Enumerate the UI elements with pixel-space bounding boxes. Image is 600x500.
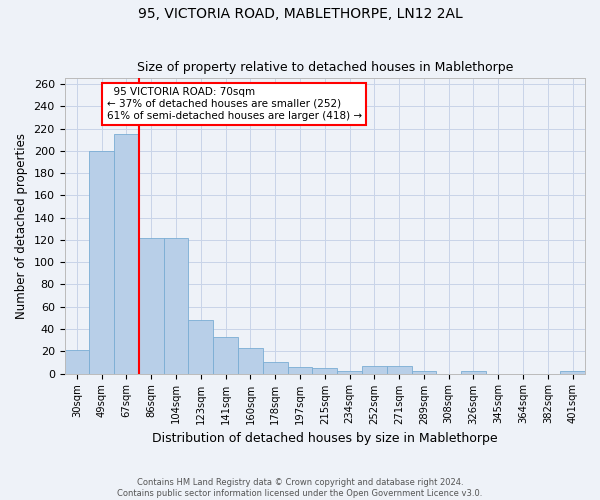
Bar xyxy=(139,238,164,374)
X-axis label: Distribution of detached houses by size in Mablethorpe: Distribution of detached houses by size … xyxy=(152,432,497,445)
Bar xyxy=(188,320,213,374)
Bar xyxy=(114,134,139,374)
Y-axis label: Number of detached properties: Number of detached properties xyxy=(15,133,28,319)
Bar xyxy=(412,372,436,374)
Bar xyxy=(89,151,114,374)
Bar xyxy=(461,372,486,374)
Bar xyxy=(387,366,412,374)
Bar xyxy=(287,367,313,374)
Text: 95 VICTORIA ROAD: 70sqm
← 37% of detached houses are smaller (252)
61% of semi-d: 95 VICTORIA ROAD: 70sqm ← 37% of detache… xyxy=(107,88,362,120)
Bar xyxy=(65,350,89,374)
Bar xyxy=(337,372,362,374)
Bar xyxy=(560,372,585,374)
Text: Contains HM Land Registry data © Crown copyright and database right 2024.
Contai: Contains HM Land Registry data © Crown c… xyxy=(118,478,482,498)
Bar xyxy=(263,362,287,374)
Bar xyxy=(362,366,387,374)
Text: 95, VICTORIA ROAD, MABLETHORPE, LN12 2AL: 95, VICTORIA ROAD, MABLETHORPE, LN12 2AL xyxy=(137,8,463,22)
Bar xyxy=(213,337,238,374)
Bar xyxy=(238,348,263,374)
Bar xyxy=(313,368,337,374)
Title: Size of property relative to detached houses in Mablethorpe: Size of property relative to detached ho… xyxy=(137,62,513,74)
Bar xyxy=(164,238,188,374)
